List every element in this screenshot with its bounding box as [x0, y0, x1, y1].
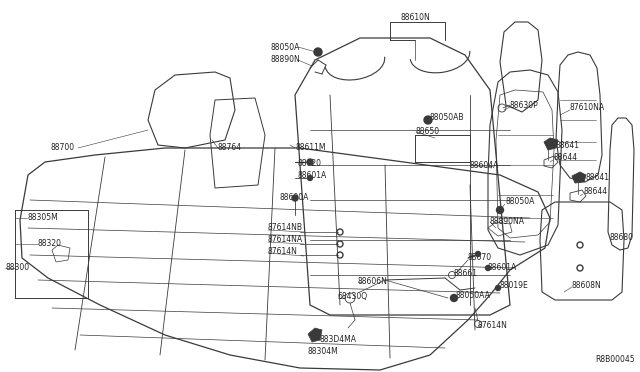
Circle shape: [292, 195, 298, 201]
Text: 88050A: 88050A: [271, 42, 300, 51]
Circle shape: [307, 159, 313, 165]
Text: 88600A: 88600A: [280, 193, 309, 202]
Text: 88050AB: 88050AB: [430, 113, 465, 122]
Text: 88304M: 88304M: [308, 347, 339, 356]
Text: 88305M: 88305M: [27, 214, 58, 222]
Text: 88050A: 88050A: [505, 198, 534, 206]
Text: 87614N: 87614N: [478, 321, 508, 330]
Text: 88700: 88700: [51, 144, 75, 153]
Text: 88644: 88644: [583, 187, 607, 196]
Text: 88670: 88670: [468, 253, 492, 262]
Text: 88604A: 88604A: [470, 160, 499, 170]
Text: 88661: 88661: [454, 269, 478, 279]
Text: 87614NB: 87614NB: [268, 224, 303, 232]
Text: 88606N: 88606N: [358, 278, 388, 286]
Text: 88644: 88644: [553, 154, 577, 163]
Polygon shape: [308, 328, 322, 342]
Circle shape: [497, 206, 504, 214]
Text: 88601A: 88601A: [488, 263, 517, 273]
Text: 88680: 88680: [610, 232, 634, 241]
Text: 88610N: 88610N: [400, 13, 430, 22]
Circle shape: [314, 48, 322, 56]
Polygon shape: [572, 172, 586, 183]
Circle shape: [476, 251, 481, 257]
Polygon shape: [544, 138, 558, 150]
Circle shape: [424, 116, 432, 124]
Text: 88611M: 88611M: [295, 144, 326, 153]
Text: 87610NA: 87610NA: [570, 103, 605, 112]
Text: 88050AA: 88050AA: [455, 291, 490, 299]
Text: 88890NA: 88890NA: [490, 218, 525, 227]
Text: 883D4MA: 883D4MA: [320, 336, 357, 344]
Text: R8B00045: R8B00045: [595, 356, 635, 365]
Text: 68430Q: 68430Q: [338, 292, 368, 301]
Circle shape: [495, 285, 500, 291]
Text: 88019E: 88019E: [500, 280, 529, 289]
Text: 88641: 88641: [555, 141, 579, 150]
Text: 88650: 88650: [415, 128, 439, 137]
Text: 88630P: 88630P: [510, 100, 539, 109]
Text: 88620: 88620: [298, 160, 322, 169]
Text: 88764: 88764: [218, 144, 242, 153]
Circle shape: [486, 266, 490, 270]
Text: 87614N: 87614N: [268, 247, 298, 257]
Text: 88320: 88320: [38, 240, 62, 248]
Circle shape: [451, 295, 458, 301]
Text: 88641: 88641: [585, 173, 609, 183]
Circle shape: [307, 176, 312, 180]
Text: 88601A: 88601A: [298, 171, 327, 180]
Text: 88608N: 88608N: [572, 282, 602, 291]
Text: 88300: 88300: [5, 263, 29, 273]
Text: 87614NA: 87614NA: [268, 235, 303, 244]
Text: 88890N: 88890N: [270, 55, 300, 64]
